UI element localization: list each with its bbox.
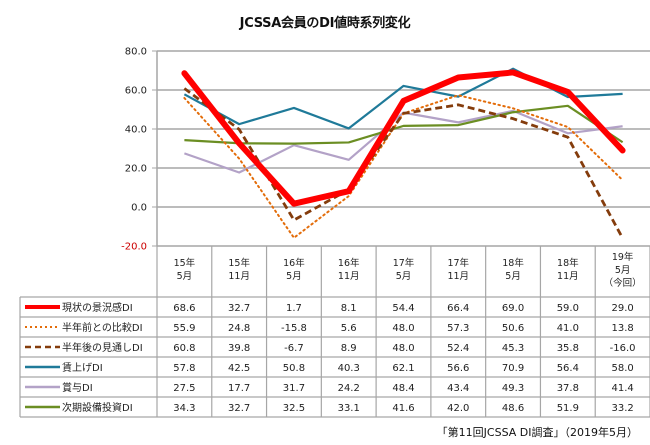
y-tick-label: 80.0 xyxy=(125,47,147,58)
table-cell-value: 37.8 xyxy=(557,383,579,394)
table-cell-value: 29.0 xyxy=(611,303,633,314)
table-cell-value: 8.1 xyxy=(341,303,357,314)
legend-label: 次期設備投資DI xyxy=(62,401,133,414)
table-cell-value: 31.7 xyxy=(283,383,305,394)
table-cell-value: 57.3 xyxy=(447,323,469,334)
table-cell-value: -6.7 xyxy=(284,343,304,354)
table-cell-value: 42.0 xyxy=(447,403,469,414)
x-category-label: 5月 xyxy=(286,271,302,282)
x-category-label: 18年 xyxy=(502,257,524,269)
table-cell-value: 33.2 xyxy=(611,403,633,414)
table-cell-value: 55.9 xyxy=(173,323,195,334)
x-category-label: 17年 xyxy=(393,257,415,269)
table-cell-value: 24.2 xyxy=(338,383,360,394)
x-category-label: 5月 xyxy=(177,271,193,282)
y-tick-label: 60.0 xyxy=(125,86,147,97)
table-cell-value: 34.3 xyxy=(173,403,195,414)
grid-layer: 80.0 60.0 40.0 20.0 0.0 -20.0 xyxy=(121,47,650,253)
table-cell-value: 45.3 xyxy=(502,343,524,354)
table-cell-value: 54.4 xyxy=(392,303,414,314)
table-cell-value: 33.1 xyxy=(338,403,360,414)
legend-label: 半年前との比較DI xyxy=(62,321,143,334)
y-tick-label: 20.0 xyxy=(125,164,147,175)
table-cell-value: 43.4 xyxy=(447,383,469,394)
y-tick-label: -20.0 xyxy=(121,242,147,253)
x-category-label: 15年 xyxy=(174,257,196,269)
table-cell-value: 52.4 xyxy=(447,343,469,354)
table-cell-value: 5.6 xyxy=(341,323,357,334)
series-line-6 xyxy=(184,104,624,145)
table-cell-value: 41.4 xyxy=(611,383,633,394)
y-tick-label: 0.0 xyxy=(131,203,147,214)
table-cell-value: 41.6 xyxy=(392,403,414,414)
table-cell-value: -15.8 xyxy=(281,323,307,334)
table-cell-value: 40.3 xyxy=(338,363,360,374)
table-cell-value: 48.0 xyxy=(392,343,414,354)
table-cell-value: 50.8 xyxy=(283,363,305,374)
x-category-label: 17年 xyxy=(447,257,469,269)
table-cell-value: 8.9 xyxy=(341,343,357,354)
series-layer xyxy=(181,67,626,239)
table-cell-value: 32.7 xyxy=(228,303,250,314)
x-category-label: 11月 xyxy=(338,271,360,282)
table-cell-value: 56.4 xyxy=(557,363,579,374)
x-category-label: 5月 xyxy=(505,271,521,282)
table-cell-value: 60.8 xyxy=(173,343,195,354)
table-cell-value: 56.6 xyxy=(447,363,469,374)
legend-label: 半年後の見通しDI xyxy=(62,341,143,354)
table-cell-value: 24.8 xyxy=(228,323,250,334)
table-cell-value: 39.8 xyxy=(228,343,250,354)
x-category-label: 18年 xyxy=(557,257,579,269)
x-category-label: 19年 xyxy=(612,251,634,263)
x-category-label: 11月 xyxy=(557,271,579,282)
table-cell-value: 70.9 xyxy=(502,363,524,374)
series-line-1 xyxy=(181,69,626,207)
table-cell-value: 35.8 xyxy=(557,343,579,354)
table-cell-value: 17.7 xyxy=(228,383,250,394)
table-cell-value: 62.1 xyxy=(392,363,414,374)
table-cell-value: 58.0 xyxy=(611,363,633,374)
table-cell-value: 66.4 xyxy=(447,303,469,314)
legend-label: 賃上げDI xyxy=(62,361,103,374)
x-category-label: （今回） xyxy=(604,277,642,289)
x-category-label: 5月 xyxy=(396,271,412,282)
table-cell-value: 50.6 xyxy=(502,323,524,334)
chart-title: JCSSA会員のDI値時系列変化 xyxy=(239,16,411,31)
legend-label: 賞与DI xyxy=(62,381,93,394)
table-cell-value: 1.7 xyxy=(286,303,302,314)
table-cell-value: 32.5 xyxy=(283,403,305,414)
source-footnote: 「第11回JCSSA DI調査」（2019年5月） xyxy=(436,426,638,439)
table-cell-value: 13.8 xyxy=(611,323,633,334)
table-cell-value: 69.0 xyxy=(502,303,524,314)
x-category-label: 16年 xyxy=(283,257,305,269)
table-cell-value: -16.0 xyxy=(610,343,636,354)
x-category-label: 16年 xyxy=(338,257,360,269)
data-table: 15年 5月 15年 11月 16年 5月 16年 11月 17年 5月 17年 11月 18年 5月 18… xyxy=(19,245,650,418)
table-cell-value: 27.5 xyxy=(173,383,195,394)
x-category-label: 5月 xyxy=(615,265,631,276)
table-cell-value: 48.4 xyxy=(392,383,414,394)
table-cell-value: 57.8 xyxy=(173,363,195,374)
x-category-label: 11月 xyxy=(447,271,469,282)
table-cell-value: 41.0 xyxy=(557,323,579,334)
table-cell-value: 32.7 xyxy=(228,403,250,414)
x-category-label: 15年 xyxy=(228,257,250,269)
table-cell-value: 51.9 xyxy=(557,403,579,414)
table-cell-value: 48.6 xyxy=(502,403,524,414)
table-cell-value: 42.5 xyxy=(228,363,250,374)
table-cell-value: 59.0 xyxy=(557,303,579,314)
x-category-label: 11月 xyxy=(228,271,250,282)
legend-label: 現状の景況感DI xyxy=(62,301,133,314)
table-cell-value: 49.3 xyxy=(502,383,524,394)
table-cell-value: 48.0 xyxy=(392,323,414,334)
table-cell-value: 68.6 xyxy=(173,303,195,314)
y-tick-label: 40.0 xyxy=(125,125,147,136)
series-line-3 xyxy=(183,87,624,239)
